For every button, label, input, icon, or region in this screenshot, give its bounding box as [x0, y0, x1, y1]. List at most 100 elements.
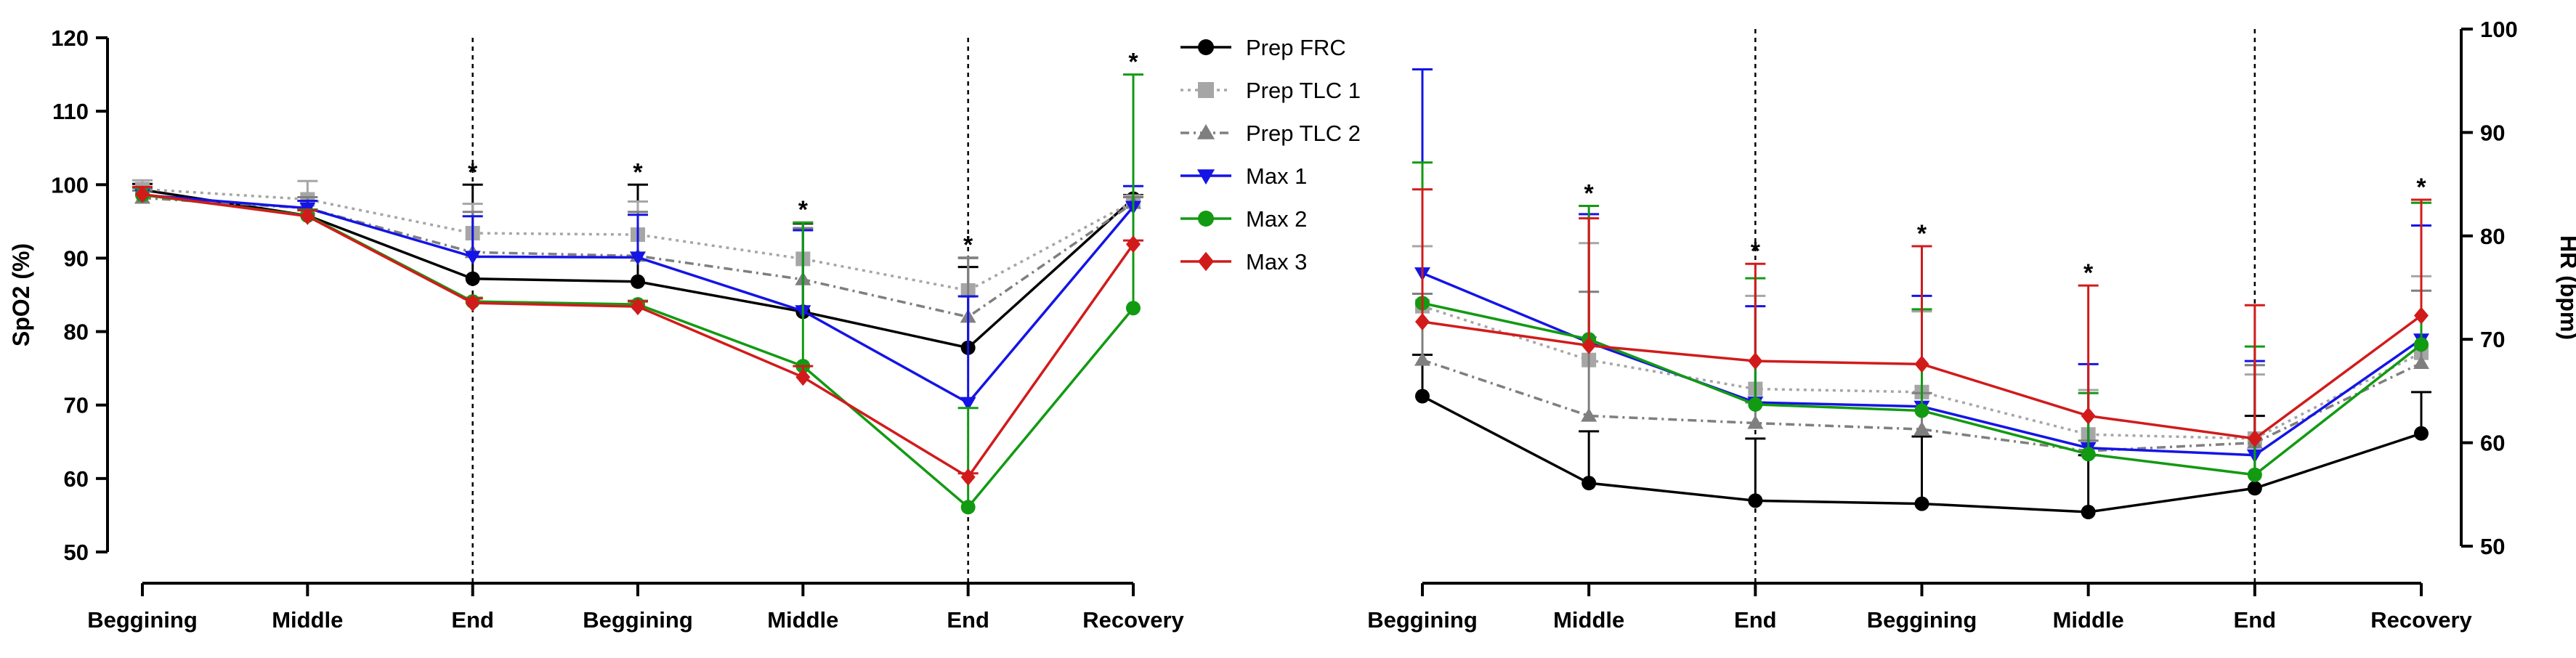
x-tick-label: Beggining: [1867, 607, 1977, 633]
data-point: [1913, 421, 1930, 436]
legend-item-prep-tlc-2: Prep TLC 2: [1180, 121, 1361, 146]
data-point: [960, 468, 976, 486]
data-point: [630, 251, 646, 266]
data-point: [1914, 355, 1929, 373]
legend-label: Prep FRC: [1246, 35, 1346, 60]
data-point: [1581, 476, 1597, 491]
data-point: [1581, 407, 1597, 422]
legend-marker: [1198, 211, 1214, 227]
significance-marker: *: [2083, 259, 2094, 287]
x-tick-label: Middle: [767, 607, 838, 633]
data-point: [631, 274, 645, 289]
legend-label: Prep TLC 2: [1246, 121, 1361, 146]
y-tick-label: 90: [64, 245, 89, 271]
significance-marker: *: [468, 158, 478, 186]
legend-marker: [1198, 251, 1214, 272]
data-point: [2414, 306, 2429, 325]
significance-marker: *: [798, 196, 809, 224]
data-point: [795, 368, 811, 386]
data-point: [1748, 352, 1763, 370]
significance-marker: *: [1917, 220, 1927, 248]
x-tick-label: Beggining: [583, 607, 693, 633]
x-tick-label: End: [2234, 607, 2277, 633]
y-tick-label: 100: [51, 172, 89, 198]
y-tick-label: 80: [64, 320, 89, 345]
data-point: [1748, 493, 1763, 508]
series-max-3: [132, 185, 1143, 486]
y-tick-label: 70: [64, 393, 89, 418]
y-tick-label: 80: [2480, 224, 2505, 249]
data-point: [1126, 235, 1141, 253]
legend-marker: [1196, 169, 1215, 185]
data-point: [2247, 429, 2262, 447]
data-point: [2081, 407, 2096, 425]
data-point: [960, 500, 976, 515]
x-tick-label: Recovery: [2370, 607, 2472, 633]
legend-item-prep-frc: Prep FRC: [1180, 35, 1346, 60]
legend-label: Max 1: [1246, 163, 1307, 189]
data-point: [300, 207, 315, 225]
series-prep-frc: [1412, 354, 2431, 520]
data-point: [2247, 467, 2262, 482]
data-point: [2414, 426, 2429, 441]
data-point: [465, 271, 480, 286]
legend-label: Max 3: [1246, 249, 1307, 275]
data-point: [465, 294, 480, 312]
x-tick-label: Middle: [2053, 607, 2124, 633]
y-tick-label: 60: [64, 466, 89, 492]
data-point: [2081, 505, 2096, 520]
data-point: [135, 185, 150, 203]
x-tick-label: Beggining: [87, 607, 198, 633]
data-point: [1126, 301, 1141, 316]
legend-marker: [1198, 82, 1214, 98]
y-tick-label: 50: [2480, 534, 2505, 559]
legend: Prep FRC Prep TLC 1 Prep TLC 2 Max 1 Max 2 Ma…: [1180, 35, 1361, 275]
data-point: [1581, 336, 1597, 354]
significance-marker: *: [1128, 49, 1138, 76]
data-point: [1914, 403, 1929, 418]
series-max-2: [132, 73, 1143, 515]
y-tick-label: 90: [2480, 120, 2505, 145]
data-point: [1748, 397, 1763, 412]
legend-item-prep-tlc-1: Prep TLC 1: [1180, 78, 1361, 103]
data-point: [1914, 496, 1929, 511]
x-tick-label: Middle: [1553, 607, 1624, 633]
data-point: [1415, 312, 1430, 330]
legend-marker: [1196, 123, 1215, 139]
y-axis-title: SpO2 (%): [8, 243, 34, 346]
data-point: [464, 251, 481, 265]
legend-item-max-2: Max 2: [1180, 206, 1307, 232]
x-tick-label: End: [451, 607, 494, 633]
legend-item-max-1: Max 1: [1180, 163, 1307, 189]
hr-chart: 50 60 70 80 90 100 HR (bpm) Beggining Middle End B…: [1367, 17, 2576, 633]
significance-marker: *: [2416, 174, 2426, 201]
y-tick-label: 100: [2480, 17, 2518, 42]
y-tick-label: 120: [51, 25, 89, 51]
data-point: [2247, 481, 2262, 496]
data-point: [1747, 415, 1764, 429]
x-tick-label: End: [1734, 607, 1777, 633]
legend-marker: [1198, 39, 1214, 55]
data-point: [2413, 354, 2429, 369]
y-tick-label: 60: [2480, 431, 2505, 456]
significance-marker: *: [1751, 237, 1761, 265]
y-axis-title: HR (bpm): [2556, 235, 2576, 340]
spo2-chart: 50 60 70 80 90 100 110 120 SpO2 (%) Beggining Midd…: [8, 25, 1185, 633]
significance-marker: *: [633, 158, 643, 186]
x-tick-label: Recovery: [1082, 607, 1184, 633]
x-tick-label: Beggining: [1367, 607, 1478, 633]
data-point: [631, 298, 645, 316]
significance-marker: *: [963, 231, 973, 259]
y-tick-label: 110: [52, 99, 89, 124]
data-point: [1415, 389, 1430, 404]
legend-label: Prep TLC 1: [1246, 78, 1361, 103]
x-tick-label: End: [947, 607, 989, 633]
significance-marker: *: [1584, 180, 1595, 208]
y-tick-label: 50: [64, 540, 89, 565]
x-tick-label: Middle: [272, 607, 343, 633]
data-point: [1414, 352, 1430, 366]
legend-item-max-3: Max 3: [1180, 249, 1307, 275]
y-tick-label: 70: [2480, 327, 2505, 352]
data-point: [2081, 447, 2096, 462]
